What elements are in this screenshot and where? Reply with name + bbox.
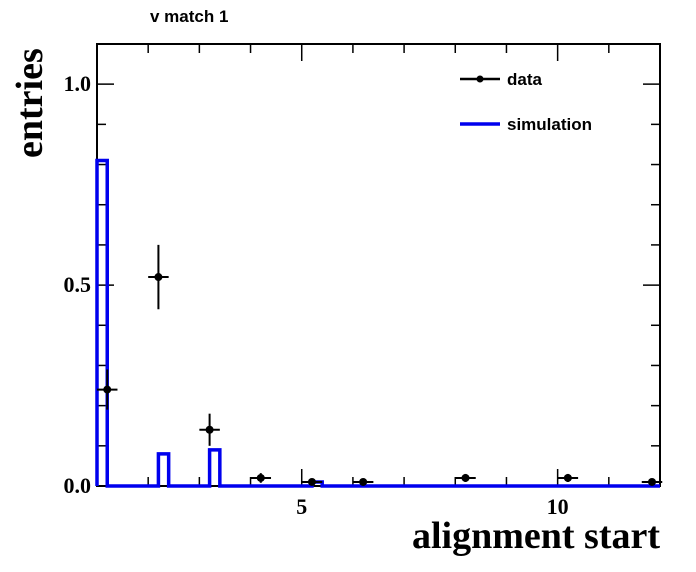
x-axis-title: alignment start [412,515,660,557]
data-point [641,477,663,486]
data-point [199,413,220,446]
axis-tick-labels: 0.0 0.5 1.0 5 10 [64,71,569,519]
data-point [301,477,323,486]
y-axis-title: entries [9,48,51,158]
y-tick-label: 1.0 [64,71,92,96]
data-marker [154,273,163,282]
data-marker [205,425,214,434]
y-tick-label: 0.5 [64,272,92,297]
legend: data simulation [460,70,592,134]
legend-data-marker [476,75,484,83]
legend-data-label: data [507,70,543,89]
data-point [148,244,169,310]
x-tick-label: 10 [547,494,569,519]
data-point [557,473,579,482]
plot-frame [96,43,661,487]
data-point [97,369,118,410]
data-point [250,473,272,483]
data-marker [461,473,470,482]
simulation-layer [95,158,660,488]
data-marker [307,477,316,486]
y-tick-label: 0.0 [64,473,92,498]
data-marker [103,385,112,394]
legend-simulation-label: simulation [507,115,592,134]
x-tick-label: 5 [296,494,307,519]
axis-ticks [96,43,661,487]
data-marker [648,477,656,486]
plot-border [96,43,661,487]
data-point [352,477,374,486]
data-marker [256,473,265,482]
data-point [455,473,476,482]
simulation-histogram [95,158,660,488]
data-layer [97,244,663,486]
data-marker [359,477,368,486]
data-marker [563,473,572,482]
chart-title: v match 1 [150,7,228,26]
